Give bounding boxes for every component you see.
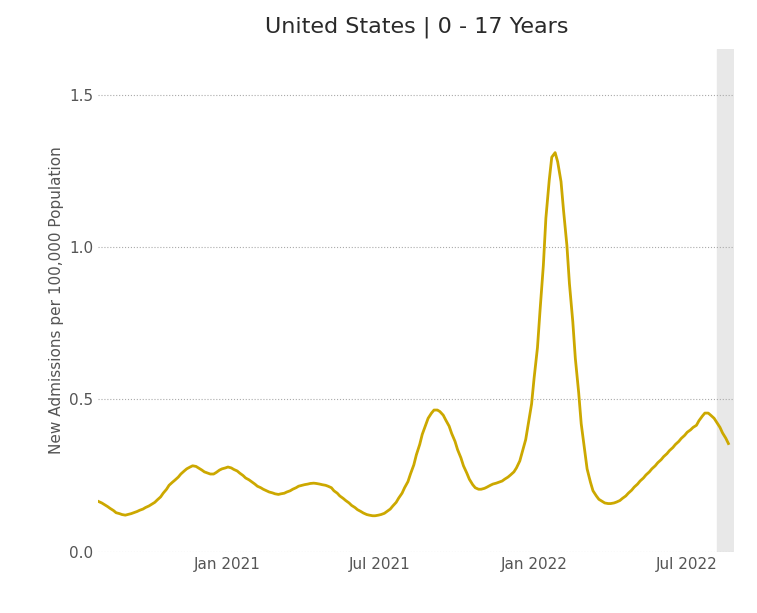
Y-axis label: New Admissions per 100,000 Population: New Admissions per 100,000 Population <box>49 147 64 454</box>
Bar <box>717 49 734 552</box>
Title: United States | 0 - 17 Years: United States | 0 - 17 Years <box>265 17 568 38</box>
